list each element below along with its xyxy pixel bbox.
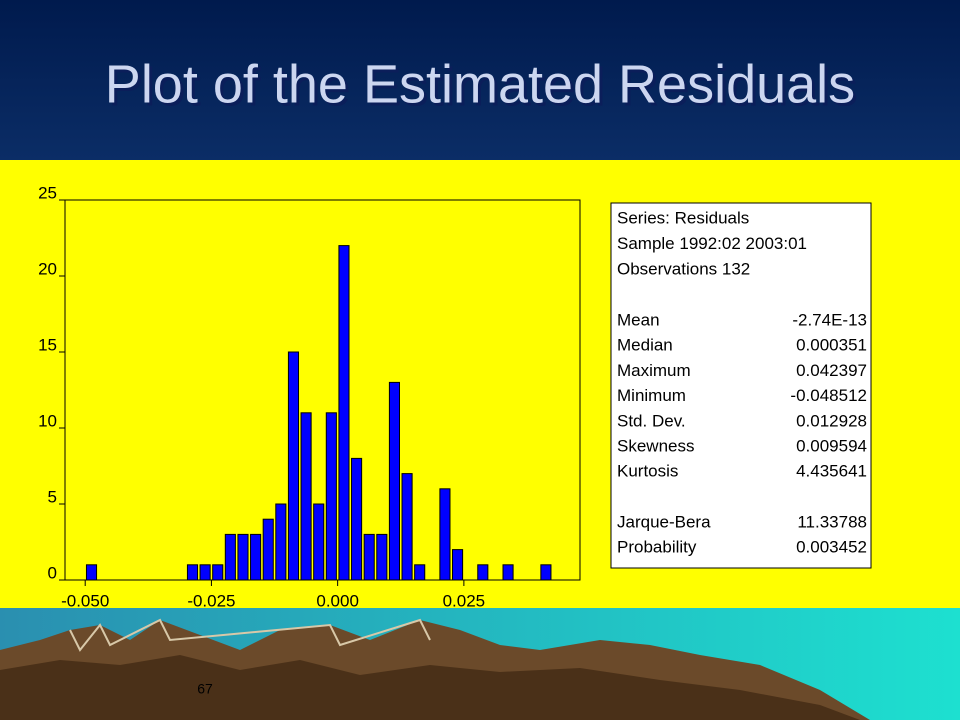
bar [237, 533, 249, 581]
bar [477, 564, 489, 581]
title-shadow: Plot of the Estimated Residuals [108, 57, 858, 117]
bar [199, 564, 211, 581]
stat-value: 0.009594 [796, 436, 867, 455]
x-tick-label: 0.025 [443, 591, 486, 610]
y-tick-label: 10 [38, 411, 57, 430]
x-tick-label: 0.000 [316, 591, 359, 610]
bar [502, 564, 514, 581]
stat-value: 11.33788 [797, 512, 867, 531]
stat-value: -2.74E-13 [792, 310, 867, 329]
mountains-front [0, 655, 860, 720]
bar [351, 457, 363, 581]
bar [275, 503, 287, 581]
bar [401, 473, 413, 581]
bar [540, 564, 552, 581]
stats-header: Series: Residuals [617, 208, 749, 227]
stats-box [610, 202, 872, 569]
stats-header: Sample 1992:02 2003:01 [617, 234, 807, 253]
y-tick-label: 25 [38, 183, 57, 202]
stat-value: 0.042397 [796, 361, 867, 380]
bar [287, 351, 300, 581]
bar [439, 488, 451, 581]
bar [414, 564, 426, 581]
snow-ridges [69, 618, 431, 652]
stat-value: -0.048512 [790, 386, 867, 405]
stat-value: 4.435641 [796, 462, 867, 481]
bar [388, 381, 400, 581]
stat-label: Probability [617, 538, 697, 557]
bar [300, 412, 312, 581]
y-tick-label: 5 [48, 487, 57, 506]
x-tick-label: -0.050 [61, 591, 109, 610]
x-tick-label: -0.025 [187, 591, 235, 610]
title-band [0, 0, 960, 160]
stat-label: Median [617, 336, 673, 355]
stat-label: Kurtosis [617, 462, 678, 481]
slide-title: Plot of the Estimated Residuals [105, 54, 855, 114]
y-tick-label: 20 [38, 259, 57, 278]
bar [325, 412, 337, 581]
stat-label: Minimum [617, 386, 686, 405]
bar [212, 564, 224, 581]
bar [313, 503, 325, 581]
bar [186, 564, 199, 581]
bar [262, 518, 274, 581]
stat-label: Maximum [617, 361, 691, 380]
bar [452, 549, 464, 581]
stat-label: Mean [617, 310, 660, 329]
stats-header: Observations 132 [617, 259, 750, 278]
stat-label: Skewness [617, 436, 694, 455]
stat-value: 0.012928 [796, 411, 867, 430]
y-tick-label: 15 [38, 335, 57, 354]
stat-value: 0.003452 [796, 538, 867, 557]
page-number: 67 [197, 681, 213, 697]
bar [224, 533, 236, 581]
stat-label: Jarque-Bera [617, 512, 711, 531]
bar [250, 533, 262, 581]
bar [85, 564, 98, 581]
bar [363, 533, 375, 581]
y-tick-label: 0 [48, 563, 57, 582]
stat-value: 0.000351 [796, 336, 867, 355]
bar [338, 245, 350, 581]
stat-label: Std. Dev. [617, 411, 686, 430]
bar [376, 533, 388, 581]
